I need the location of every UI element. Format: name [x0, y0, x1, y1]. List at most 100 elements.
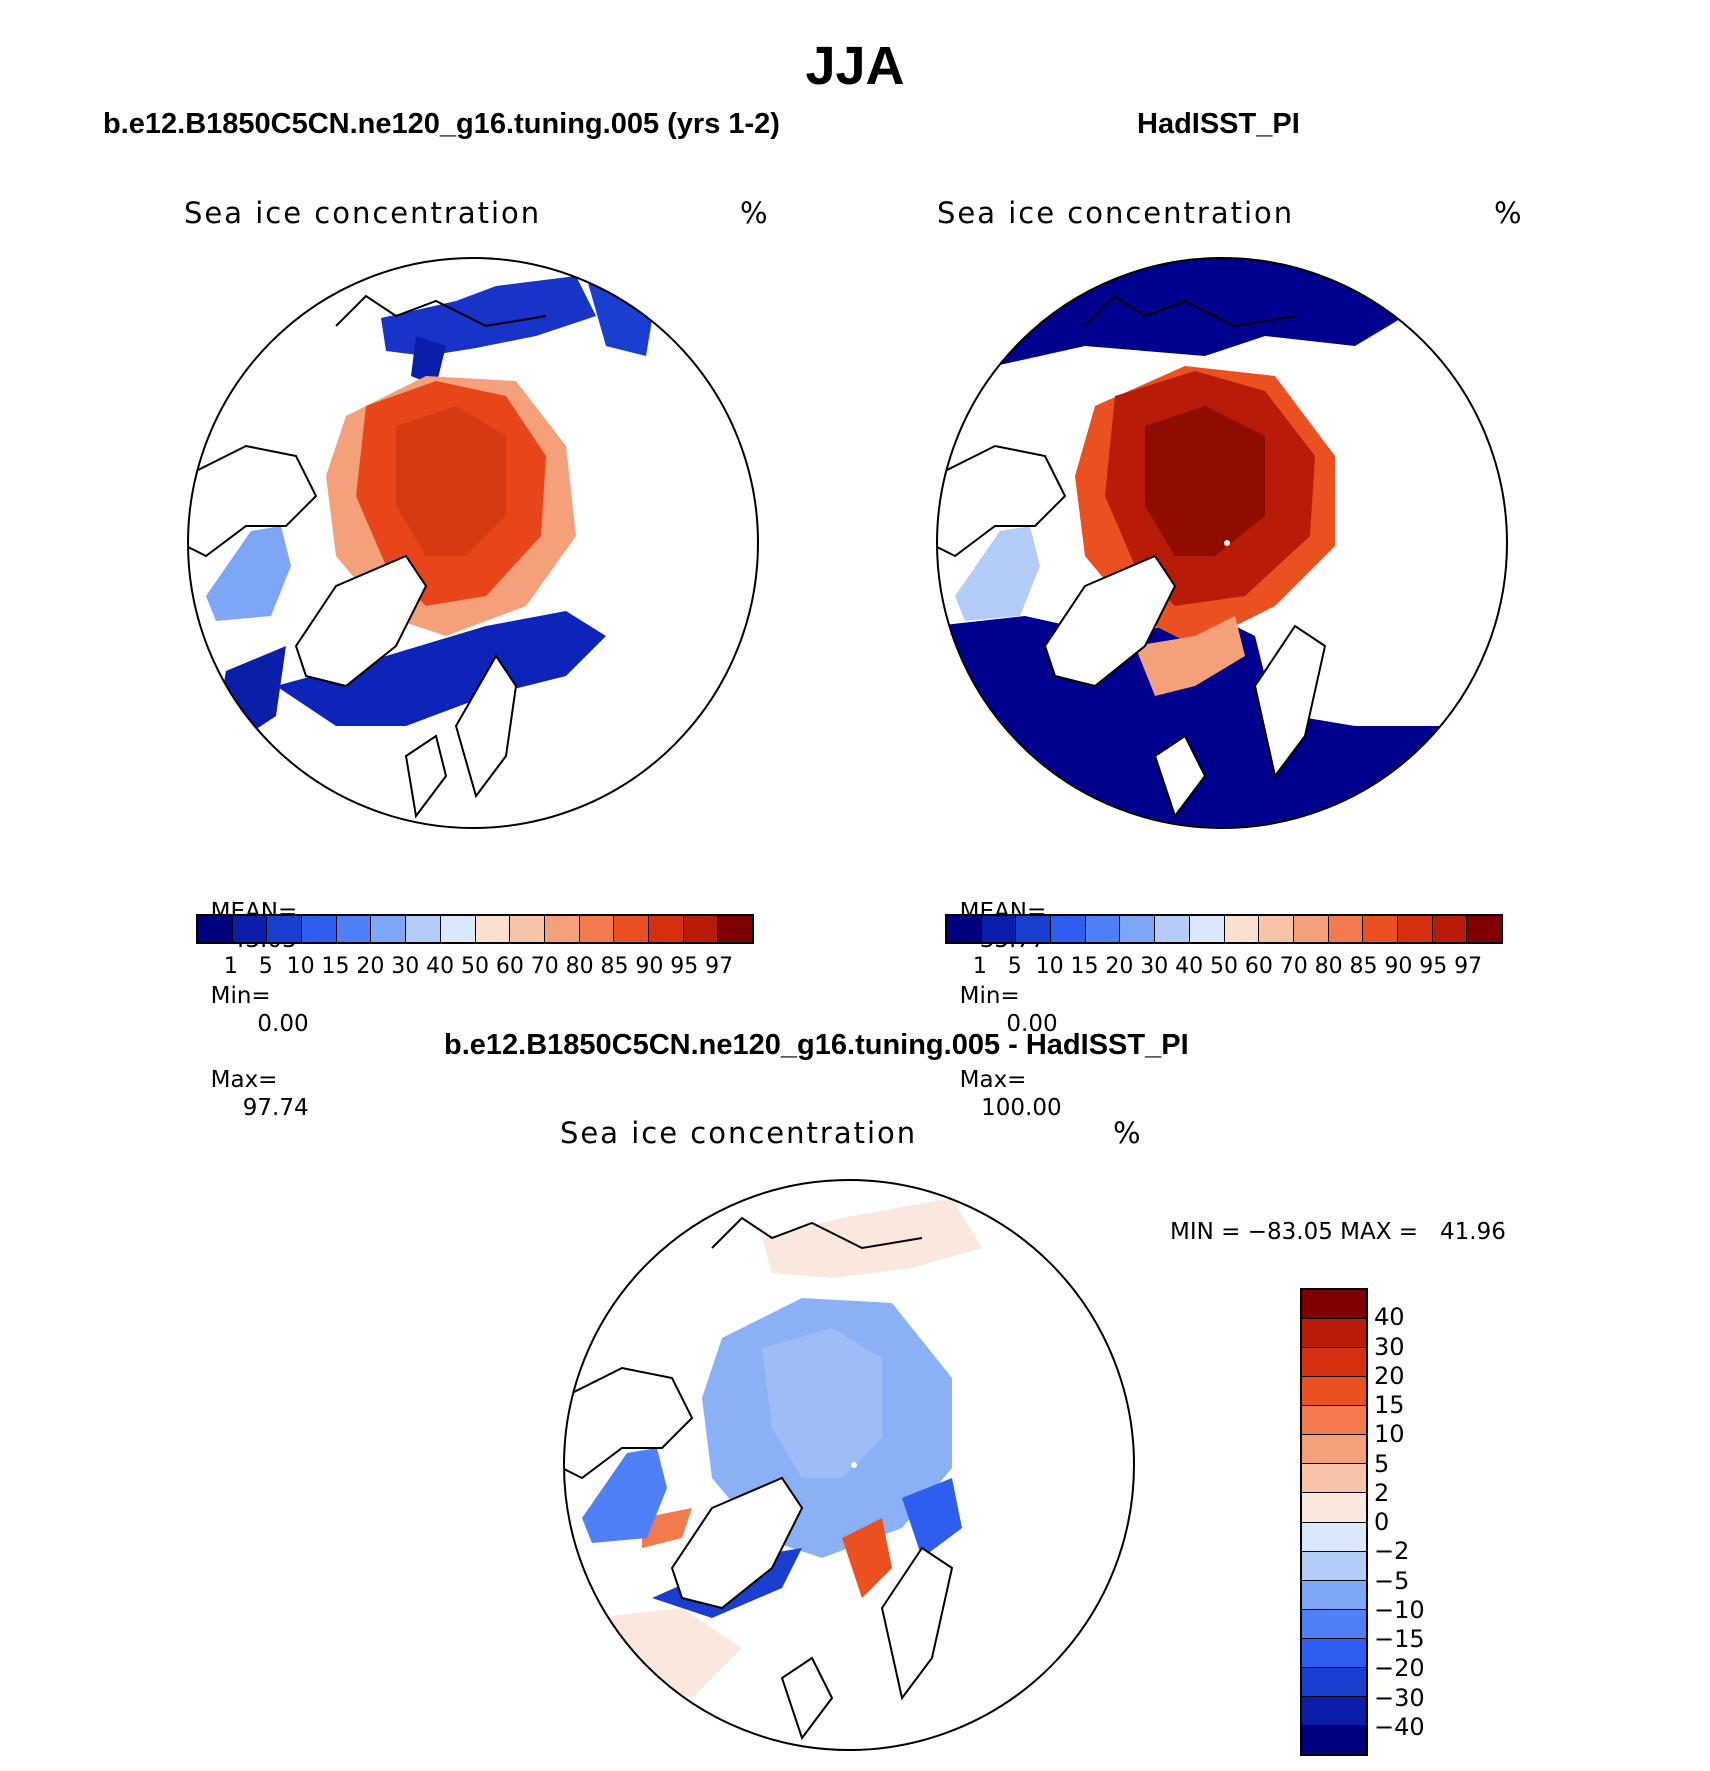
polar-map-diff — [563, 1179, 1135, 1751]
colorbar-tick-label: 97 — [705, 954, 734, 979]
colorbar-swatch — [1302, 1493, 1366, 1523]
coastline-scandinavia — [880, 1546, 954, 1701]
colorbar-tick-label: 20 — [1105, 954, 1134, 979]
colorbar-swatch — [510, 916, 545, 942]
min-label: Min= — [959, 983, 1020, 1009]
barents-strong-negative — [902, 1478, 962, 1558]
colorbar-tick-label: 20 — [356, 954, 385, 979]
colorbar-tick-label: 10 — [1035, 954, 1064, 979]
pole-point — [1224, 540, 1230, 546]
colorbar-swatch — [1302, 1609, 1366, 1639]
max-label: Max= — [210, 1067, 278, 1093]
colorbar-tick-label: −20 — [1374, 1654, 1425, 1683]
hudson-bay-ice — [955, 526, 1040, 621]
colorbar-swatch — [1302, 1667, 1366, 1697]
colorbar-tick-label: 5 — [1374, 1449, 1390, 1478]
coastline-uk — [780, 1656, 834, 1741]
greenland-landmass — [1043, 554, 1177, 688]
colorbar-swatch — [1302, 1319, 1366, 1349]
colorbar-obs — [945, 914, 1503, 944]
pacific-ice-band — [381, 276, 596, 356]
pacific-positive-diff — [762, 1198, 982, 1278]
colorbar-swatch — [1432, 916, 1468, 942]
panel-title-diff: b.e12.B1850C5CN.ne120_g16.tuning.005 - H… — [444, 1029, 1189, 1061]
greenland-landmass — [670, 1476, 804, 1610]
colorbar-diff — [1300, 1288, 1368, 1756]
colorbar-swatch — [1302, 1348, 1366, 1378]
colorbar-tick-label: 0 — [1374, 1508, 1390, 1536]
colorbar-swatch — [1302, 1522, 1366, 1552]
stats-model: MEAN= 43.03 Min= 0.00 Max= 97.74 — [196, 870, 309, 1122]
colorbar-tick-label: 80 — [565, 954, 594, 979]
units-label-model: % — [740, 196, 770, 230]
colorbar-swatch — [1302, 1696, 1366, 1726]
min-value: 0.00 — [257, 1011, 309, 1037]
colorbar-tick-label: 15 — [321, 954, 350, 979]
colorbar-tick-label: 70 — [1279, 954, 1308, 979]
coastline-north-america — [937, 444, 1067, 558]
colorbar-swatch — [648, 916, 684, 942]
colorbar-tick-label: 2 — [1374, 1478, 1390, 1507]
colorbar-tick-label: −2 — [1374, 1537, 1410, 1566]
colorbar-swatch — [718, 916, 752, 942]
colorbar-tick-label: 85 — [1349, 954, 1378, 979]
colorbar-tick-label: −10 — [1374, 1595, 1425, 1624]
greenland-sea-positive — [842, 1518, 892, 1598]
colorbar-swatch — [406, 916, 441, 942]
colorbar-swatch — [1155, 916, 1190, 942]
colorbar-tick-label: 50 — [1210, 954, 1238, 979]
coastline-uk — [1153, 734, 1207, 819]
colorbar-labels-obs: 1 5 10 15 20 30 40 50 60 70 80 85 90 95 97 — [945, 954, 1503, 982]
colorbar-swatch — [267, 916, 303, 942]
colorbar-swatch — [1302, 1377, 1366, 1407]
colorbar-swatch — [336, 916, 372, 942]
colorbar-tick-label: 90 — [1384, 954, 1413, 979]
colorbar-swatch — [579, 916, 615, 942]
colorbar-tick-label: 1 — [223, 954, 238, 979]
colorbar-tick-label: 85 — [600, 954, 629, 979]
colorbar-swatch — [475, 916, 511, 942]
units-label-diff: % — [1113, 1116, 1143, 1150]
variable-label-obs: Sea ice concentration — [937, 196, 1295, 230]
colorbar-labels-model: 1 5 10 15 20 30 40 50 60 70 80 85 90 95 97 — [196, 954, 754, 982]
colorbar-swatch — [198, 916, 233, 942]
colorbar-tick-label: 5 — [1007, 954, 1022, 979]
greenland-landmass — [294, 554, 428, 688]
variable-label-model: Sea ice concentration — [184, 196, 542, 230]
max-value: 100.00 — [981, 1095, 1062, 1121]
colorbar-swatch — [302, 916, 337, 942]
minmax-diff: MIN = −83.05 MAX = 41.96 — [1170, 1219, 1506, 1245]
colorbar-model — [196, 914, 754, 944]
colorbar-swatch — [1397, 916, 1433, 942]
colorbar-tick-label: 60 — [1244, 954, 1273, 979]
colorbar-swatch — [1293, 916, 1329, 942]
ice-edge-transition — [1135, 616, 1245, 696]
arctic-ice-inner — [1145, 406, 1265, 556]
colorbar-swatch — [1302, 1725, 1366, 1754]
max-label: Max= — [959, 1067, 1027, 1093]
colorbar-tick-label: 95 — [1419, 954, 1448, 979]
colorbar-labels-diff: 40 30 20 15 10 5 2 0 −2 −5 −10 −15 −20 −30 −40 — [1374, 1288, 1444, 1756]
colorbar-swatch — [440, 916, 476, 942]
colorbar-tick-label: 5 — [258, 954, 273, 979]
colorbar-tick-label: 15 — [1374, 1391, 1405, 1419]
colorbar-tick-label: 10 — [286, 954, 315, 979]
colorbar-swatch — [1224, 916, 1260, 942]
arctic-neg-inner — [762, 1328, 882, 1478]
units-label-obs: % — [1494, 196, 1524, 230]
colorbar-tick-label: −5 — [1374, 1566, 1410, 1595]
colorbar-swatch — [614, 916, 649, 942]
colorbar-swatch — [371, 916, 407, 942]
colorbar-tick-label: 90 — [635, 954, 664, 979]
colorbar-swatch — [1189, 916, 1225, 942]
variable-label-diff: Sea ice concentration — [560, 1116, 918, 1150]
colorbar-swatch — [1302, 1551, 1366, 1581]
colorbar-swatch — [1259, 916, 1294, 942]
coastline-uk — [404, 734, 448, 819]
coastline-north-america — [564, 1366, 694, 1480]
colorbar-tick-label: −40 — [1374, 1712, 1425, 1741]
max-value: 97.74 — [242, 1095, 309, 1121]
min-label: Min= — [210, 983, 271, 1009]
colorbar-swatch — [1302, 1406, 1366, 1436]
min-value: 0.00 — [1006, 1011, 1058, 1037]
